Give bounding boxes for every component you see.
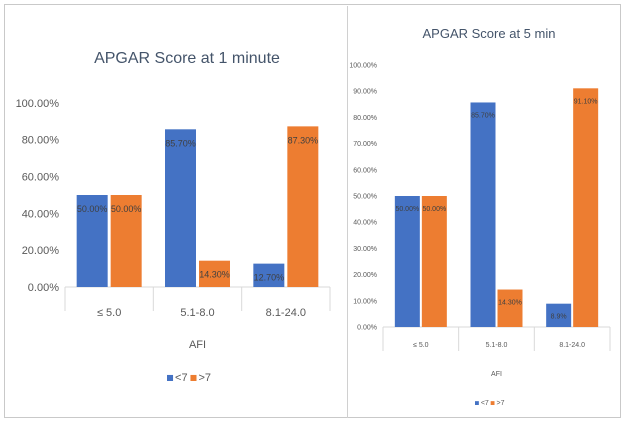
min1-y-tick-label: 80.00%: [22, 135, 60, 147]
min1-data-label: 14.30%: [199, 270, 230, 280]
min5-y-tick-label: 60.00%: [353, 167, 377, 174]
min5-y-tick-label: 80.00%: [353, 115, 377, 122]
min5-data-label: 85.70%: [471, 112, 495, 119]
min1-bar-gt7: [287, 126, 319, 287]
min5-category-label: 5.1-8.0: [486, 342, 508, 349]
min5-chart-title: APGAR Score at 5 min: [423, 26, 556, 41]
min5-y-tick-label: 40.00%: [353, 220, 377, 227]
min1-category-label: 8.1-24.0: [266, 307, 306, 319]
min1-category-label: 5.1-8.0: [180, 307, 214, 319]
min5-data-label: 14.30%: [498, 300, 522, 307]
min1-bar-lt7: [76, 195, 108, 287]
min1-legend-label: >7: [199, 372, 212, 384]
min1-bar-lt7: [165, 129, 196, 287]
min1-chart-title: APGAR Score at 1 minute: [94, 50, 280, 67]
min1-legend-swatch-lt7: [167, 374, 174, 381]
min5-bar-lt7: [394, 196, 420, 327]
min5-bar-gt7: [421, 196, 447, 327]
min5-legend-swatch-gt7: [490, 401, 495, 405]
min1-x-axis-title: AFI: [189, 339, 206, 351]
min1-bar-lt7: [253, 263, 285, 287]
min5-legend-label: <7: [481, 400, 489, 407]
min1-y-tick-label: 20.00%: [22, 245, 60, 257]
min5-category-label: ≤ 5.0: [413, 342, 429, 349]
min5-x-axis-title: AFI: [491, 371, 502, 378]
min5-bar-lt7: [546, 303, 572, 327]
min1-data-label: 85.70%: [165, 138, 196, 148]
min5-data-label: 50.00%: [422, 206, 446, 213]
min1-y-tick-label: 60.00%: [22, 171, 60, 183]
min1-y-tick-label: 0.00%: [28, 282, 59, 294]
panel-divider: [347, 6, 348, 418]
min5-bar-lt7: [470, 102, 496, 327]
min5-legend-label: >7: [497, 400, 505, 407]
min5-bar-gt7: [573, 88, 599, 328]
min1-legend-label: <7: [175, 372, 188, 384]
min5-data-label: 91.10%: [574, 98, 598, 105]
min5-data-label: 50.00%: [395, 206, 419, 213]
min1-y-tick-label: 40.00%: [22, 208, 60, 220]
min5-y-tick-label: 10.00%: [353, 298, 377, 305]
min5-y-tick-label: 100.00%: [349, 62, 377, 69]
min5-bar-gt7: [497, 289, 523, 327]
min5-y-tick-label: 50.00%: [353, 193, 377, 200]
min5-category-label: 8.1-24.0: [559, 342, 585, 349]
min1-bar-gt7: [110, 195, 142, 287]
min1-bar-gt7: [199, 260, 230, 287]
min1-legend-swatch-gt7: [190, 374, 197, 381]
min5-y-tick-label: 30.00%: [353, 246, 377, 253]
min5-y-tick-label: 70.00%: [353, 141, 377, 148]
min5-legend-swatch-lt7: [475, 401, 479, 405]
min1-y-tick-label: 100.00%: [16, 98, 60, 110]
min1-category-label: ≤ 5.0: [97, 307, 121, 319]
min5-data-label: 8.9%: [551, 314, 567, 321]
min1-data-label: 50.00%: [111, 204, 142, 214]
min5-y-tick-label: 0.00%: [357, 324, 377, 331]
min1-data-label: 87.30%: [288, 135, 319, 145]
min5-y-tick-label: 20.00%: [353, 272, 377, 279]
min5-y-tick-label: 90.00%: [353, 89, 377, 96]
min1-data-label: 12.70%: [254, 273, 285, 283]
min1-data-label: 50.00%: [77, 204, 108, 214]
